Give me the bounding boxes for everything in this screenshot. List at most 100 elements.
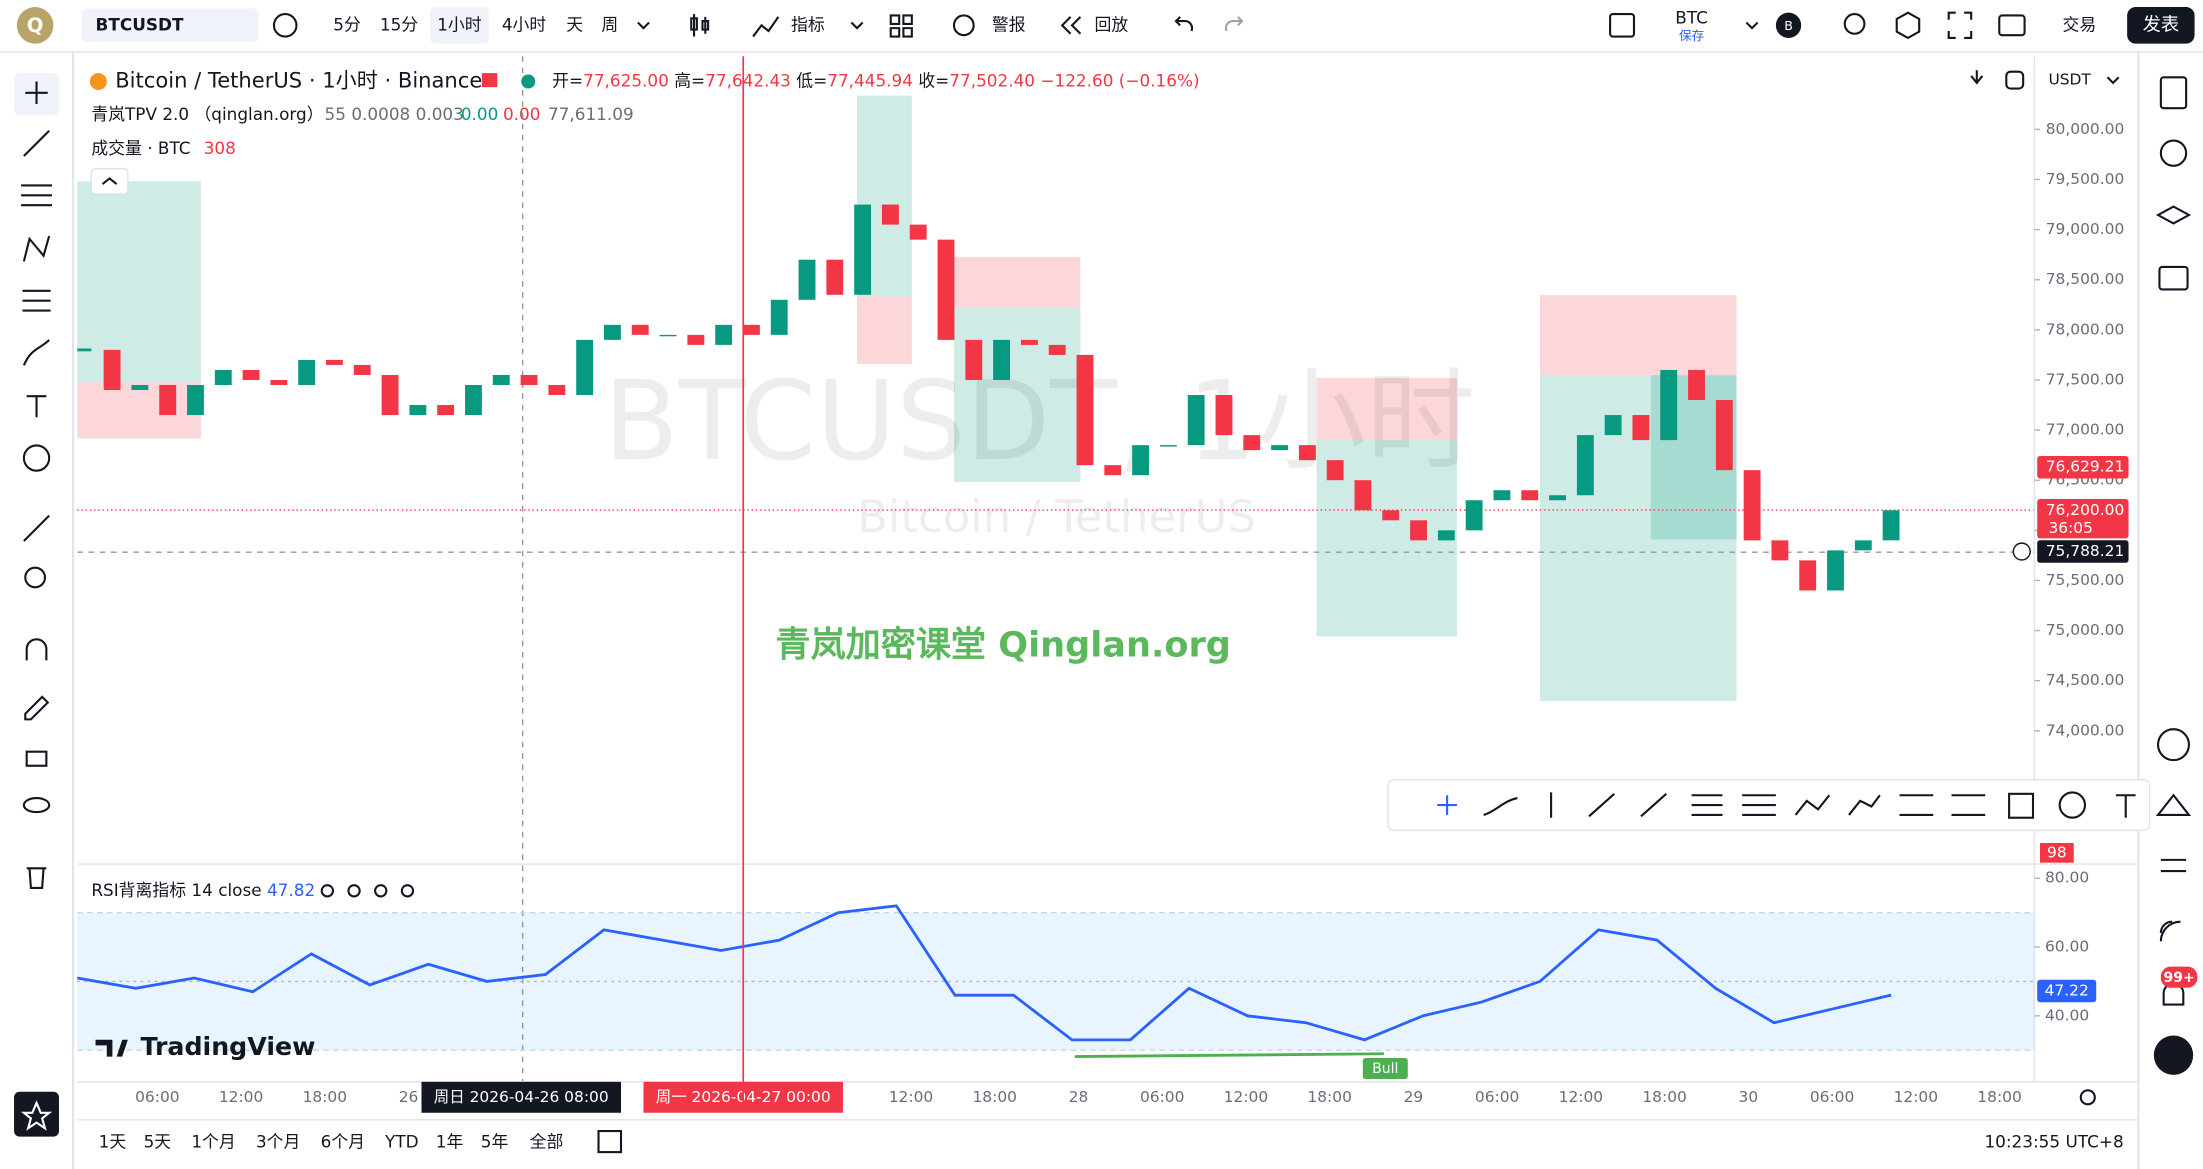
left-toolbar: [14, 52, 75, 1169]
range[interactable]: 5年: [481, 1131, 509, 1151]
account[interactable]: BTC: [1675, 7, 1708, 27]
search-icon[interactable]: [1843, 13, 1866, 35]
range[interactable]: 1年: [436, 1131, 464, 1151]
zoom-tool[interactable]: [24, 566, 47, 589]
tool[interactable]: [1437, 795, 1457, 815]
brand-watermark: 青岚加密课堂 Qinglan.org: [775, 624, 1231, 665]
draw-mode-tool[interactable]: [24, 695, 50, 721]
symbol[interactable]: BTCUSDT: [96, 14, 184, 34]
crosshair-tool[interactable]: [25, 81, 48, 104]
interval[interactable]: 5分: [333, 14, 361, 34]
layers-icon[interactable]: [2155, 205, 2192, 225]
ohlc-label: 低=: [796, 71, 827, 91]
lock-tool[interactable]: [25, 750, 48, 767]
goto-date[interactable]: [597, 1129, 623, 1154]
visibility-tool[interactable]: [22, 797, 51, 814]
symbol-box[interactable]: [81, 8, 259, 43]
chevron[interactable]: [1745, 21, 1759, 30]
interval[interactable]: 4小时: [502, 14, 547, 34]
calendar-icon[interactable]: [2160, 858, 2187, 873]
chat-icon[interactable]: [2158, 265, 2189, 291]
replay[interactable]: 回放: [1094, 14, 1128, 34]
add-icon[interactable]: [272, 13, 298, 38]
layout-icon[interactable]: [889, 14, 913, 38]
ideas-icon[interactable]: [2156, 728, 2191, 762]
logo[interactable]: [16, 7, 54, 44]
watchlist-icon[interactable]: [2159, 76, 2188, 110]
stream-icon[interactable]: [2159, 920, 2181, 942]
position-tool[interactable]: [22, 289, 51, 312]
indicators[interactable]: 指标: [791, 14, 825, 34]
chart-type-icon[interactable]: [690, 14, 710, 37]
candle: [1020, 339, 1038, 345]
chevron[interactable]: [850, 21, 864, 30]
delete-tool[interactable]: [26, 867, 47, 890]
option[interactable]: [347, 884, 361, 898]
layout-square[interactable]: [1609, 13, 1636, 38]
indicator-icon[interactable]: [752, 16, 780, 38]
range[interactable]: 全部: [530, 1131, 564, 1151]
scale-icon[interactable]: [2005, 70, 2025, 90]
tool[interactable]: [2008, 792, 2035, 819]
scale-icon[interactable]: [1970, 70, 1984, 85]
publish[interactable]: 发表: [2143, 14, 2180, 35]
tool[interactable]: [2115, 794, 2136, 818]
currency[interactable]: USDT: [2048, 71, 2091, 89]
collapse-button[interactable]: [90, 167, 129, 195]
option[interactable]: [320, 884, 335, 898]
camera-icon[interactable]: [1998, 14, 2026, 37]
fullscreen-icon[interactable]: [1947, 11, 1973, 40]
x-tick-label: 06:00: [1810, 1088, 1855, 1106]
emoji-tool[interactable]: [22, 444, 51, 472]
tool-icons[interactable]: [1483, 792, 1986, 818]
trend-icon[interactable]: [2155, 793, 2192, 816]
publish-button[interactable]: [2127, 7, 2195, 44]
magnet-tool[interactable]: [25, 638, 48, 661]
star-icon[interactable]: [20, 1100, 53, 1131]
range[interactable]: 6个月: [321, 1131, 365, 1151]
axis-settings[interactable]: [2079, 1089, 2096, 1106]
settings-icon[interactable]: [1895, 11, 1921, 40]
drawing-toolbar: [1387, 779, 2151, 832]
replay-icon[interactable]: [1060, 16, 1082, 35]
flag[interactable]: [481, 73, 498, 88]
fib-tool[interactable]: [21, 184, 52, 207]
candle: [1437, 530, 1455, 541]
brush-tool[interactable]: [22, 339, 50, 366]
rsi-value: 47.82: [267, 880, 315, 900]
ohlc-label: 高=: [674, 71, 705, 91]
tool[interactable]: [2058, 791, 2087, 819]
candle: [103, 349, 121, 390]
range[interactable]: 1个月: [191, 1131, 235, 1151]
alerts-icon[interactable]: [2159, 139, 2188, 167]
alert-icon[interactable]: [952, 14, 975, 37]
interval[interactable]: 1小时: [437, 14, 482, 34]
divergence-line: [1074, 1052, 1384, 1058]
chevron[interactable]: [637, 21, 650, 30]
interval[interactable]: 周: [601, 14, 618, 34]
favorites-box[interactable]: [14, 1091, 60, 1137]
redo[interactable]: [1224, 16, 1244, 32]
range[interactable]: 1天: [99, 1131, 127, 1151]
pattern-tool[interactable]: [22, 235, 51, 262]
text-tool[interactable]: [26, 395, 47, 418]
range[interactable]: 5天: [144, 1131, 172, 1151]
option[interactable]: [374, 884, 388, 898]
chevron[interactable]: [2106, 76, 2120, 85]
price-tag-countdown: 36:05: [2048, 519, 2093, 537]
range[interactable]: YTD: [384, 1131, 419, 1151]
change: −122.60 (−0.16%): [1040, 71, 1199, 91]
alert[interactable]: 警报: [992, 14, 1026, 34]
undo[interactable]: [1174, 16, 1194, 32]
interval[interactable]: 天: [566, 14, 583, 34]
ruler-tool[interactable]: [23, 514, 50, 542]
range[interactable]: 3个月: [256, 1131, 300, 1151]
trade[interactable]: 交易: [2063, 14, 2097, 34]
apps-button[interactable]: [2153, 1035, 2194, 1075]
interval[interactable]: 15分: [380, 14, 418, 34]
line-tool[interactable]: [23, 129, 50, 157]
avatar[interactable]: [1775, 12, 1802, 38]
option[interactable]: [400, 884, 415, 898]
rsi-tag: [2037, 979, 2097, 1003]
